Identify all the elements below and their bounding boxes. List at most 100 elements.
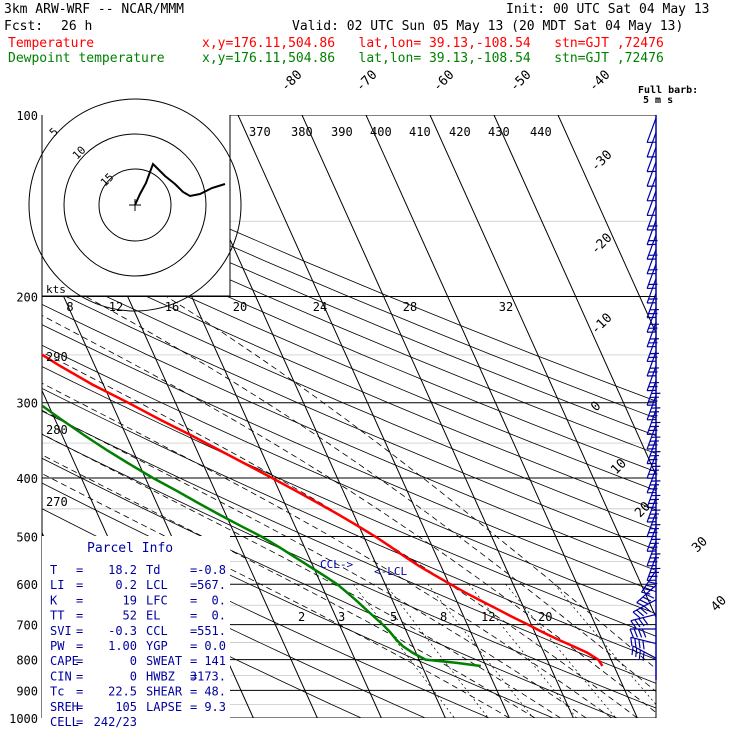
parcel-info-panel [42,536,230,718]
wind-barb [646,117,657,144]
parcel-key-2: LFC [146,593,168,607]
moist-adiabat-line [85,296,656,692]
parcel-info-title: Parcel Info [87,541,173,556]
legend-temperature-label: Temperature [8,36,95,51]
parcel-key: CELL [50,715,79,729]
parcel-equals: = [76,609,83,623]
hodograph-speed-tick: 28 [403,300,417,314]
wind-barb [632,599,657,619]
parcel-value-2: 0. [212,593,226,607]
dry-adiabat-line [42,324,656,593]
isotherm-label: -60 [430,68,457,95]
wind-barb [640,570,658,595]
parcel-value: 1.00 [108,639,137,653]
temperature-profile [42,353,604,667]
mixing-ratio-line [353,583,455,718]
parcel-key: SREH [50,700,79,714]
parcel-equals: = [76,593,83,607]
isotherm-line [237,115,510,718]
wind-barb [646,453,661,479]
pressure-tick-label: 600 [16,578,38,592]
moist-adiabat-line [42,454,536,718]
parcel-equals-2: = [190,624,197,638]
wind-barb-flag [629,628,634,638]
parcel-key: PW [50,639,65,653]
wind-barb-flag [639,599,649,605]
wind-barb [646,526,661,552]
hodograph-speed-tick: 8 [66,300,73,314]
hodograph-speed-tick: 24 [313,300,327,314]
parcel-equals-2: = [190,700,197,714]
wind-barb-flag [642,617,649,626]
pressure-tick-label: 1000 [9,712,38,726]
parcel-key: LI [50,578,64,592]
moist-adiabat-line [42,409,587,718]
parcel-value-2: -0.8 [197,563,226,577]
valid-time: Valid: 02 UTC Sun 05 May 13 (20 MDT Sat … [292,19,684,34]
dry-adiabat-line [42,193,656,454]
parcel-key-2: SWEAT [146,654,182,668]
parcel-value: -0.3 [108,624,137,638]
legend-dewpoint-label: Dewpoint temperature [8,51,165,66]
wind-barb-flag [642,640,645,650]
legend-dewpoint-info: x,y=176.11,504.86 lat,lon= 39.13,-108.54… [202,51,664,66]
parcel-key: K [50,593,58,607]
theta-label: 270 [46,495,68,509]
wind-barb-flag [638,639,641,649]
dry-adiabat-line [42,562,362,718]
dry-adiabat-line [42,265,656,530]
init-time: Init: 00 UTC Sat 04 May 13 [506,2,710,17]
wind-barb-flag [636,609,644,617]
mixing-ratio-label: 3 [338,610,345,624]
hodograph-speed-tick: 32 [499,300,513,314]
pressure-tick-label: 200 [16,291,38,305]
wind-barb [630,613,657,629]
parcel-equals-2: = [190,685,197,699]
wind-barb [646,176,657,202]
dry-adiabat-line [42,410,656,684]
moist-adiabat-line [42,382,613,718]
forecast-hours: 26 h [61,19,93,34]
wind-barb-flag [643,605,652,613]
theta-label: 280 [46,423,68,437]
wind-barb-flag [645,593,655,599]
wind-barb [629,628,656,638]
wind-barb-shaft [646,117,657,143]
wind-barb-shaft [646,161,657,187]
parcel-value: 18.2 [108,563,137,577]
theta-label: 430 [488,125,510,139]
wind-barb-flag [633,628,639,638]
dry-adiabat-line [42,143,656,402]
parcel-key-2: LAPSE [146,700,182,714]
parcel-value: 0.2 [115,578,137,592]
parcel-equals-2: = [190,609,197,623]
isotherm-label: -70 [353,68,380,95]
barb-legend-line1: Full barb: [638,85,698,96]
parcel-value: 105 [115,700,137,714]
parcel-equals-2: = [190,669,197,683]
theta-label: 410 [409,125,431,139]
wind-barb-flag [637,628,643,638]
parcel-key-2: Td [146,563,160,577]
pressure-tick-label: 300 [16,397,38,411]
isotherm-line [365,115,638,718]
dry-adiabat-line [42,159,656,419]
hodograph-units-label: kts [46,283,66,296]
mixing-ratio-label: 5 [390,610,397,624]
pressure-tick-label: 500 [16,530,38,544]
dry-adiabat-line [42,284,656,551]
wind-barb-flag [642,651,645,661]
parcel-value: 0 [130,669,137,683]
wind-barb [631,645,657,661]
pressure-tick-label: 800 [16,654,38,668]
parcel-key-2: CCL [146,624,168,638]
barb-legend-line2: 5 m s [643,95,673,106]
isotherm-label: 30 [689,534,711,556]
wind-barb [646,146,657,173]
dry-adiabat-line [42,246,656,511]
parcel-key-2: YGP [146,639,168,653]
mixing-ratio-label: 2 [298,610,305,624]
wind-barb-flag [641,591,651,595]
hodograph-speed-tick: 20 [233,300,247,314]
